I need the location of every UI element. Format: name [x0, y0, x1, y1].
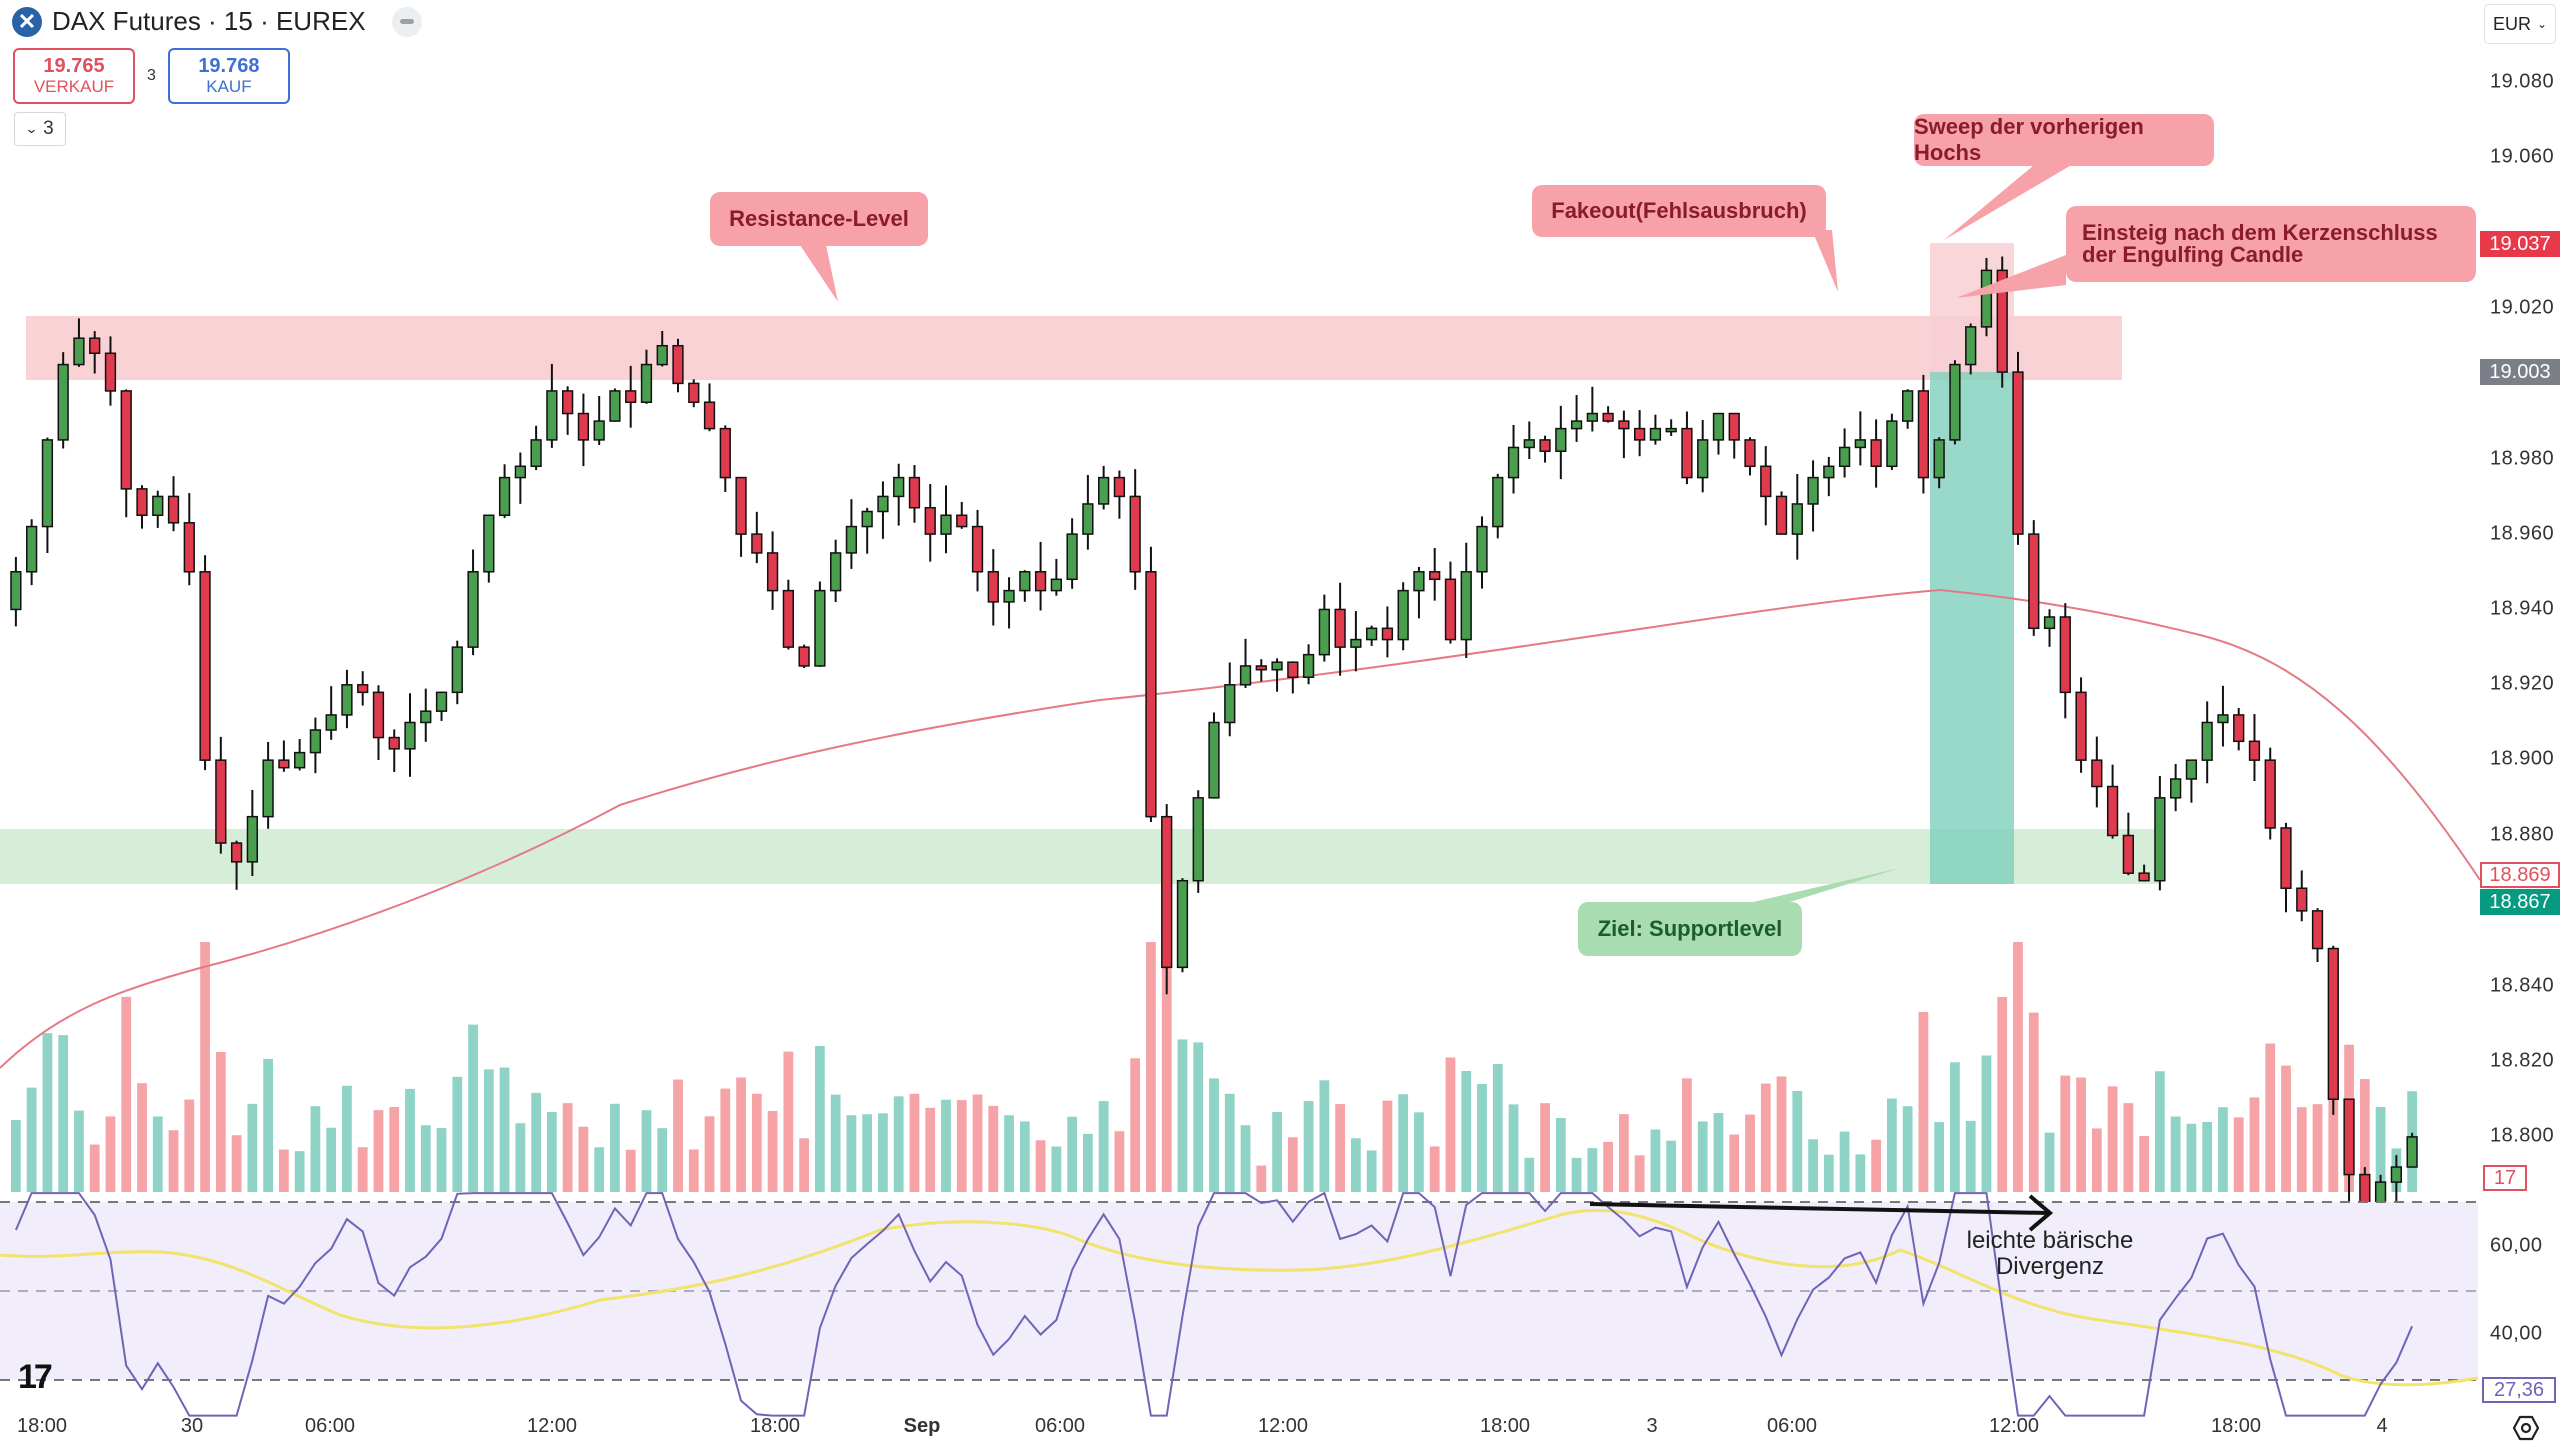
rsi-ma-line [0, 1208, 2479, 1387]
callout-entry: Einsteig nach dem Kerzenschluss der Engu… [2066, 206, 2476, 282]
price-axis-label: 18.980 [2490, 447, 2555, 470]
price-tag: 18.867 [2480, 889, 2560, 915]
chevron-down-icon: ⌄ [24, 121, 39, 136]
time-axis-label: Sep [903, 1415, 941, 1437]
price-axis-label: 18.920 [2490, 672, 2555, 695]
price-axis-label: 18.840 [2490, 974, 2555, 997]
time-axis-label: 18:00 [749, 1415, 801, 1437]
tradingview-logo-icon[interactable]: 17 [18, 1358, 53, 1396]
time-axis-label: 18:00 [2210, 1415, 2262, 1437]
rsi-axis-label: 40,00 [2490, 1322, 2543, 1345]
quantity-dropdown[interactable]: ⌄ 3 [14, 112, 66, 146]
price-tag: 18.869 [2480, 862, 2560, 888]
divergence-arrow [1589, 1194, 2054, 1232]
chevron-down-icon: ⌄ [2536, 17, 2548, 31]
rsi-pane [0, 1191, 2479, 1417]
rsi-current-value: 27,36 [2482, 1377, 2556, 1403]
price-axis-label: 18.800 [2490, 1124, 2555, 1147]
time-axis-label: 4 [2376, 1415, 2388, 1437]
time-axis-label: 30 [180, 1415, 204, 1437]
time-axis-label: 18:00 [1479, 1415, 1531, 1437]
currency-value: EUR [2492, 13, 2531, 34]
time-axis-label: 06:00 [1766, 1415, 1818, 1437]
settings-gear-icon[interactable] [2512, 1414, 2540, 1442]
time-axis-label: 12:00 [526, 1415, 578, 1437]
volume-bars [10, 942, 2418, 1192]
rsi-axis-label: 60,00 [2490, 1234, 2543, 1257]
price-axis-label: 19.020 [2490, 296, 2555, 319]
minus-icon[interactable] [391, 6, 422, 37]
rsi-line [14, 1191, 2414, 1417]
resistance-zone [26, 316, 2122, 380]
time-axis-label: 3 [1646, 1415, 1658, 1437]
price-axis-label: 19.060 [2490, 145, 2555, 168]
price-tag: 19.037 [2480, 231, 2560, 257]
time-axis-label: 18:00 [16, 1415, 68, 1437]
buy-price: 19.768 [198, 55, 260, 77]
trade-panel: 19.765 VERKAUF 3 19.768 KAUF [13, 48, 290, 104]
callout-resistance-level: Resistance-Level [710, 192, 928, 246]
time-axis-label: 12:00 [1988, 1415, 2040, 1437]
sell-label: VERKAUF [33, 77, 115, 96]
callout-fakeout: Fakeout(Fehlsausbruch) [1532, 185, 1826, 237]
candlesticks [10, 256, 2418, 1227]
price-axis-label: 19.080 [2490, 70, 2555, 93]
sell-price: 19.765 [43, 55, 105, 77]
support-zone [0, 829, 2160, 884]
divergence-label: leichte bärische Divergenz [1966, 1227, 2134, 1280]
callout-sweep: Sweep der vorherigen Hochs [1914, 114, 2214, 166]
time-axis-label: 12:00 [1257, 1415, 1309, 1437]
price-axis-label: 18.940 [2490, 597, 2555, 620]
spread-value: 3 [147, 67, 156, 84]
price-axis-label: 18.820 [2490, 1049, 2555, 1072]
callout-pointers [800, 160, 2080, 905]
price-axis-label: 18.880 [2490, 823, 2555, 846]
price-axis-label: 18.900 [2490, 747, 2555, 770]
sell-button[interactable]: 19.765 VERKAUF [13, 48, 135, 104]
quantity-value: 3 [43, 118, 54, 139]
callout-target: Ziel: Supportlevel [1578, 902, 1802, 956]
x-close-circle-icon[interactable]: ✕ [12, 6, 42, 37]
price-axis-label: 18.960 [2490, 522, 2555, 545]
price-tag: 17 [2483, 1165, 2527, 1191]
chart-header: ✕ DAX Futures · 15 · EUREX [12, 6, 422, 37]
time-axis-label: 06:00 [304, 1415, 356, 1437]
buy-button[interactable]: 19.768 KAUF [167, 48, 290, 104]
buy-label: KAUF [206, 77, 252, 96]
time-axis-label: 06:00 [1034, 1415, 1086, 1437]
price-zones [0, 243, 2160, 884]
symbol-title[interactable]: DAX Futures · 15 · EUREX [52, 6, 366, 36]
price-tag: 19.003 [2480, 359, 2560, 385]
currency-select[interactable]: EUR ⌄ [2484, 4, 2556, 44]
